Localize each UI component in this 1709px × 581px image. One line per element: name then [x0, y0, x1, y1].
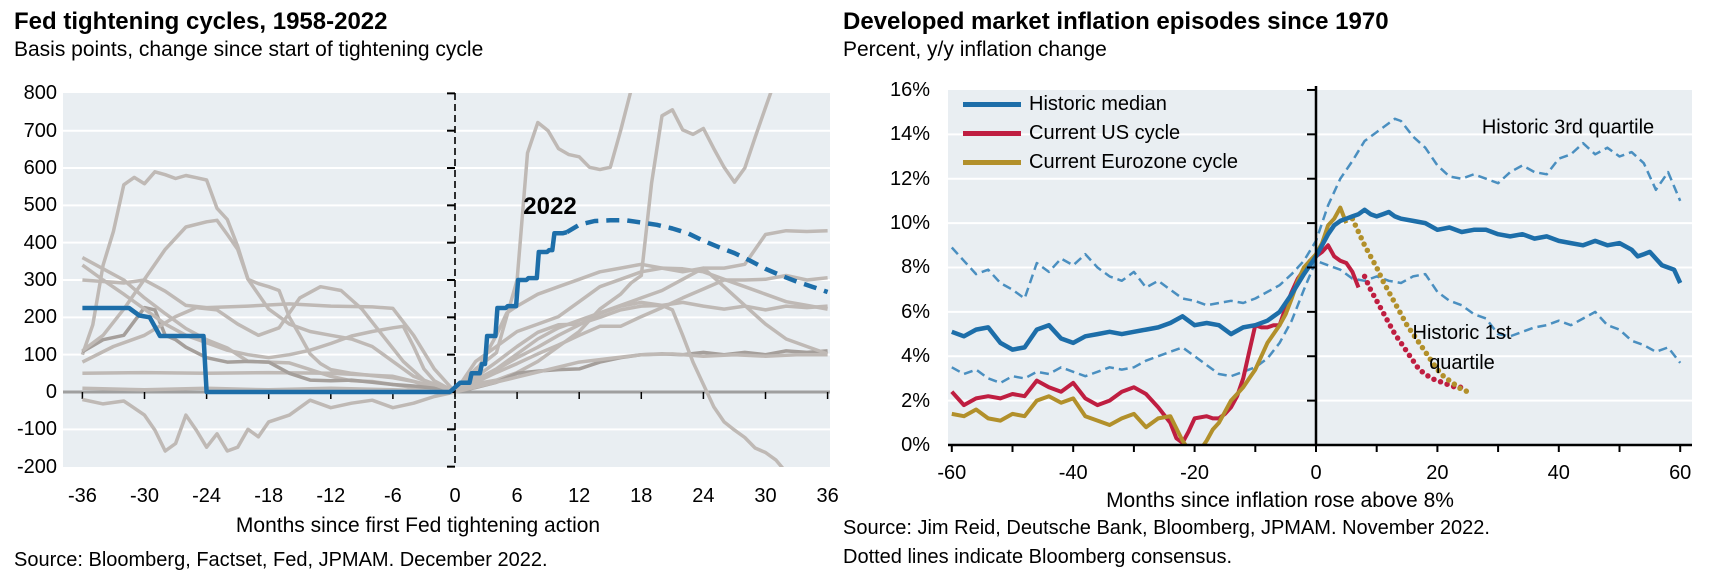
left-x-tick-label: -30 — [130, 485, 159, 507]
left-y-tick-label: 0 — [45, 381, 57, 403]
right-x-tick-label: -60 — [937, 462, 967, 484]
left-x-axis-title: Months since first Fed tightening action — [235, 514, 601, 537]
series-historic-cycle-2 — [80, 93, 633, 394]
legend-swatch-historic-median — [963, 102, 1021, 107]
left-x-tick-label: -36 — [67, 485, 97, 507]
series-2022-cycle — [82, 230, 568, 395]
left-plot — [63, 92, 830, 468]
left-chart-title: Fed tightening cycles, 1958-2022 — [14, 8, 388, 35]
series-historic-cycle-9 — [81, 218, 828, 394]
left-x-tick-label: 12 — [568, 485, 591, 507]
left-y-tick-label: -100 — [16, 418, 57, 441]
left-y-tick-label: 700 — [23, 119, 57, 142]
right-x-tick-label: -20 — [1180, 462, 1210, 484]
right-x-tick-label: 20 — [1426, 462, 1449, 484]
right-y-tick-label: 4% — [901, 345, 930, 368]
left-chart-subtitle: Basis points, change since start of tigh… — [14, 38, 484, 61]
legend-label-current-us-cycle: Current US cycle — [1029, 122, 1181, 144]
left-y-tick-label: 800 — [23, 82, 57, 105]
legend-label-current-eurozone-cycle: Current Eurozone cycle — [1029, 151, 1238, 173]
left-y-tick-label: 300 — [23, 269, 57, 291]
legend-swatch-current-eurozone-cycle — [963, 160, 1021, 165]
series-historic-cycle-5 — [81, 305, 828, 394]
series-historic-median — [951, 207, 1683, 352]
annotation-2022: 2022 — [523, 193, 577, 220]
left-x-tick-label: 6 — [511, 485, 523, 507]
right-x-tick-label: 40 — [1547, 462, 1570, 484]
right-chart-subtitle: Percent, y/y inflation change — [843, 38, 1107, 61]
left-y-tick-label: 100 — [23, 343, 57, 366]
series-historic-cycle-3 — [82, 93, 773, 394]
left-x-tick-label: -18 — [254, 485, 284, 507]
annotation-historic-1st-quartile: Historic 1st quartile — [1412, 322, 1512, 374]
legend-item-current-us-cycle: Current US cycle — [963, 119, 1238, 148]
right-y-tick-label: 12% — [889, 167, 930, 190]
right-x-tick-label: 0 — [1310, 462, 1322, 484]
right-chart-note: Dotted lines indicate Bloomberg consensu… — [843, 546, 1233, 568]
right-x-axis-title: Months since inflation rose above 8% — [1106, 489, 1454, 512]
left-y-tick-label: 200 — [23, 306, 57, 329]
right-plot — [948, 86, 1692, 452]
legend-item-current-eurozone-cycle: Current Eurozone cycle — [963, 148, 1238, 177]
legend: Historic median Current US cycle Current… — [963, 90, 1238, 177]
right-y-tick-label: 10% — [889, 212, 930, 235]
series-eurozone-bloomberg-consensus — [1349, 215, 1471, 395]
right-y-tick-label: 8% — [901, 256, 930, 279]
left-y-tick-label: -200 — [16, 455, 57, 478]
right-x-tick-label: -40 — [1058, 462, 1088, 484]
series-historic-3rd-quartile — [950, 117, 1682, 307]
left-x-tick-label: 0 — [449, 485, 461, 507]
left-x-tick-label: 18 — [630, 485, 653, 507]
left-y-tick-label: 400 — [23, 231, 57, 254]
left-x-tick-label: 30 — [754, 485, 777, 507]
left-y-tick-label: 500 — [23, 194, 57, 217]
right-x-tick-label: 60 — [1669, 462, 1692, 484]
right-y-tick-label: 6% — [901, 300, 930, 323]
right-y-tick-label: 2% — [901, 389, 930, 412]
left-x-tick-label: -6 — [383, 485, 402, 507]
right-chart-title: Developed market inflation episodes sinc… — [843, 8, 1389, 35]
left-x-tick-label: 36 — [816, 485, 839, 507]
series-2022-cycle-projection — [565, 218, 829, 295]
series-historic-1st-quartile — [951, 259, 1682, 385]
right-chart-source: Source: Jim Reid, Deutsche Bank, Bloombe… — [843, 517, 1490, 539]
legend-item-historic-median: Historic median — [963, 90, 1238, 119]
left-chart-source: Source: Bloomberg, Factset, Fed, JPMAM. … — [14, 549, 548, 571]
left-x-tick-label: -24 — [192, 485, 222, 507]
series-historic-cycle-6 — [82, 300, 785, 467]
legend-label-historic-median: Historic median — [1029, 93, 1167, 115]
annotation-historic-3rd-quartile: Historic 3rd quartile — [1481, 116, 1655, 139]
right-y-tick-label: 16% — [889, 78, 930, 101]
legend-swatch-current-us-cycle — [963, 131, 1021, 136]
series-us-bloomberg-consensus — [1361, 273, 1465, 391]
left-x-tick-label: -12 — [316, 485, 346, 507]
left-y-tick-label: 600 — [23, 157, 57, 180]
series-historic-cycle-8 — [81, 228, 828, 394]
left-x-tick-label: 24 — [692, 485, 715, 507]
right-y-tick-label: 0% — [901, 434, 930, 456]
right-y-tick-label: 14% — [889, 123, 930, 146]
series-current-eurozone-cycle — [951, 205, 1349, 445]
